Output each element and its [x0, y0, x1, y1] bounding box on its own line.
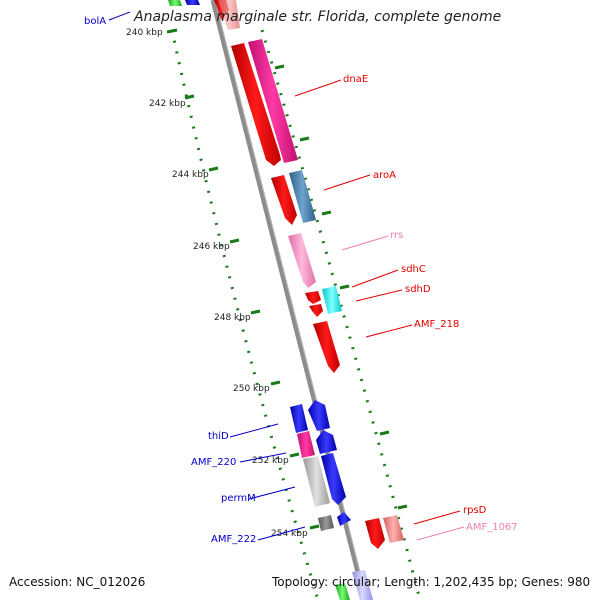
outer-tick-ring: [260, 29, 422, 600]
leader-permM: [248, 486, 296, 500]
gene-AMF-218[interactable]: [313, 321, 340, 373]
gene-AMF-220[interactable]: [297, 431, 315, 458]
gene-thiD-2[interactable]: [308, 400, 330, 431]
gene-label-AMF-220[interactable]: AMF_220: [191, 457, 236, 468]
gene-label-dnaE[interactable]: dnaE: [343, 74, 368, 85]
major-ticks: [166, 28, 408, 530]
leader-aroA: [323, 174, 371, 191]
genome-summary-text: Topology: circular; Length: 1,202,435 bp…: [272, 575, 591, 589]
gene-label-AMF-1067[interactable]: AMF_1067: [466, 522, 518, 533]
gene-rpsD[interactable]: [365, 518, 385, 549]
gene-partial-green-bottom[interactable]: [335, 583, 350, 600]
gene-aroA[interactable]: [289, 170, 316, 223]
gene-AMF-222[interactable]: [318, 515, 334, 531]
tick-label: 248 kbp: [214, 313, 251, 323]
gene-label-thiD[interactable]: thiD: [208, 431, 229, 442]
leader-bolA: [108, 11, 131, 21]
gene-label-rrs[interactable]: rrs: [390, 230, 403, 241]
gene-permM-2[interactable]: [321, 453, 346, 505]
tick-label: 254 kbp: [271, 529, 308, 539]
tick-label: 250 kbp: [233, 384, 270, 394]
gene-label-sdhC[interactable]: sdhC: [401, 264, 426, 275]
gene-dnaE[interactable]: [231, 43, 281, 166]
gene-bolA-partial[interactable]: [168, 0, 182, 6]
tick-label: 240 kbp: [126, 28, 163, 38]
gene-sdhC[interactable]: [305, 291, 321, 304]
leader-dnaE: [294, 79, 342, 97]
tick-label: 246 kbp: [193, 242, 230, 252]
genome-backbone-highlight: [214, 0, 368, 600]
gene-permM[interactable]: [303, 456, 330, 507]
gene-label-rpsD[interactable]: rpsD: [463, 505, 487, 516]
gene-AMF-222-2[interactable]: [337, 512, 351, 526]
gene-label-bolA[interactable]: bolA: [84, 16, 106, 27]
gene-sdhD[interactable]: [309, 304, 323, 317]
accession-text: Accession: NC_012026: [9, 575, 146, 589]
gene-AMF-1067[interactable]: [383, 515, 404, 543]
gene-thiD[interactable]: [290, 404, 308, 433]
leader-rrs: [341, 235, 389, 251]
gene-partial-lavender-bottom[interactable]: [352, 570, 373, 600]
gene-label-sdhD[interactable]: sdhD: [405, 284, 431, 295]
gene-AMF-220-2[interactable]: [316, 430, 337, 454]
leader-thiD: [229, 423, 279, 438]
leader-AMF-222: [257, 526, 306, 541]
gene-label-aroA[interactable]: aroA: [373, 170, 396, 181]
gene-label-AMF-222[interactable]: AMF_222: [211, 534, 256, 545]
leader-AMF-1067: [416, 526, 465, 541]
gene-dnaE-partner[interactable]: [248, 39, 298, 163]
leader-sdhC: [351, 269, 399, 288]
gene-partial-salmon-top[interactable]: [218, 0, 240, 30]
leader-AMF-218: [365, 324, 413, 338]
leader-rpsD: [413, 510, 461, 525]
gene-sdhC-cyan[interactable]: [322, 286, 342, 314]
gene-partial-blue-top[interactable]: [185, 0, 200, 5]
leader-AMF-220: [239, 452, 287, 463]
gene-aroA-red[interactable]: [271, 175, 297, 225]
tick-label: 252 kbp: [252, 456, 289, 466]
tick-label: 244 kbp: [172, 170, 209, 180]
gene-label-permM[interactable]: permM: [221, 493, 256, 504]
map-title: Anaplasma marginale str. Florida, comple…: [134, 9, 502, 25]
gene-label-AMF-218[interactable]: AMF_218: [414, 319, 459, 330]
leader-sdhD: [355, 289, 403, 302]
genome-backbone: [210, 0, 368, 600]
tick-label: 242 kbp: [149, 99, 186, 109]
gene-rrs[interactable]: [288, 233, 316, 288]
